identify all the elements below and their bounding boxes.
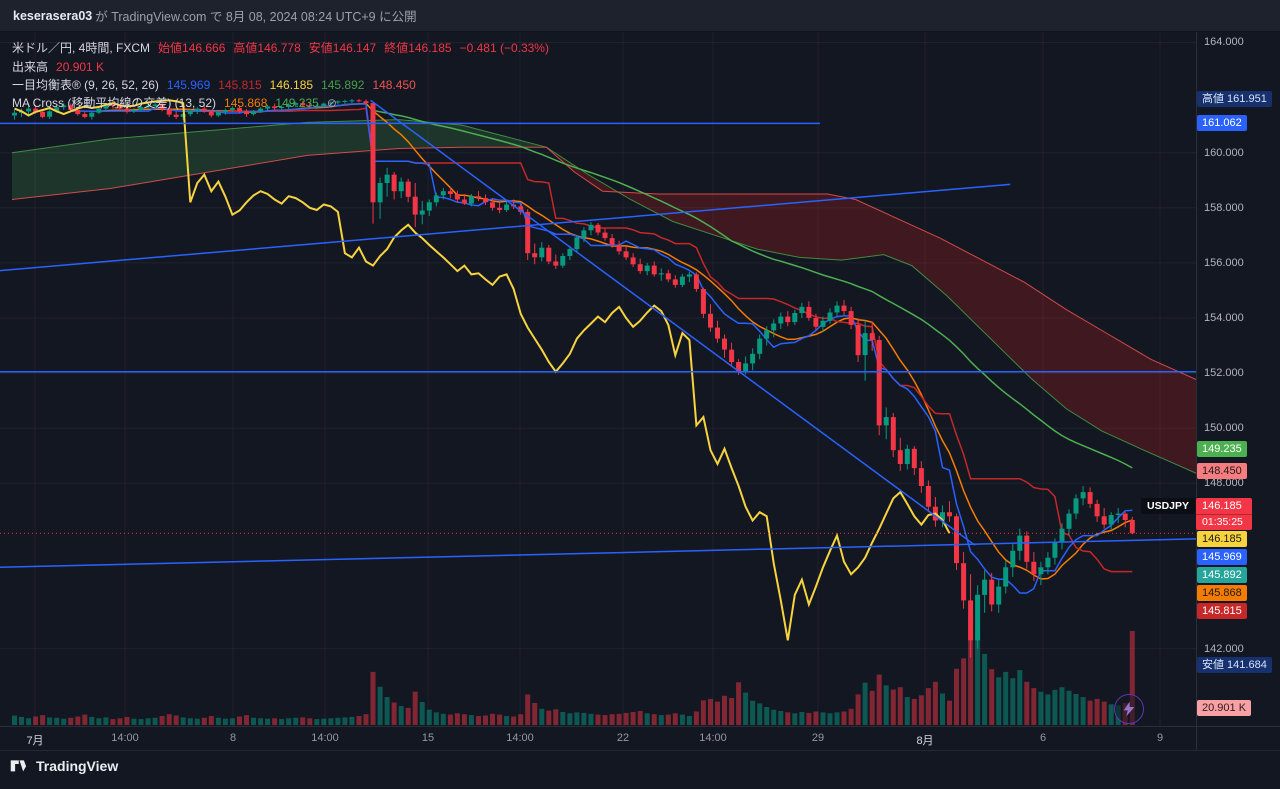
lightning-icon <box>1123 701 1135 717</box>
kumo-cloud-bearish <box>546 147 1196 474</box>
publisher-username: keserasera03 <box>13 8 93 23</box>
plot-area[interactable] <box>0 98 1200 726</box>
tenkan-line <box>70 103 1133 594</box>
trendline-1[interactable] <box>370 99 976 546</box>
kumo-cloud-bullish <box>12 119 547 200</box>
lightning-button[interactable] <box>1114 694 1144 724</box>
volume-bars <box>12 616 1135 726</box>
trendline-2[interactable] <box>0 183 1011 272</box>
chikou-line <box>14 99 951 641</box>
tradingview-brand[interactable]: TradingView <box>10 757 118 774</box>
ma52-line <box>372 109 1133 469</box>
tradingview-wordmark: TradingView <box>36 757 119 774</box>
publish-info: が TradingView.com で 8月 08, 2024 08:24 UT… <box>95 10 417 24</box>
publish-header: keserasera03 が TradingView.com で 8月 08, … <box>0 0 1280 32</box>
trendline-3[interactable] <box>0 538 1196 569</box>
kijun-line <box>190 107 1133 573</box>
senkou-b-line <box>11 146 1196 381</box>
ma13-line <box>98 102 1133 580</box>
candles-layer <box>12 98 1135 658</box>
tradingview-logo-icon <box>10 760 27 772</box>
